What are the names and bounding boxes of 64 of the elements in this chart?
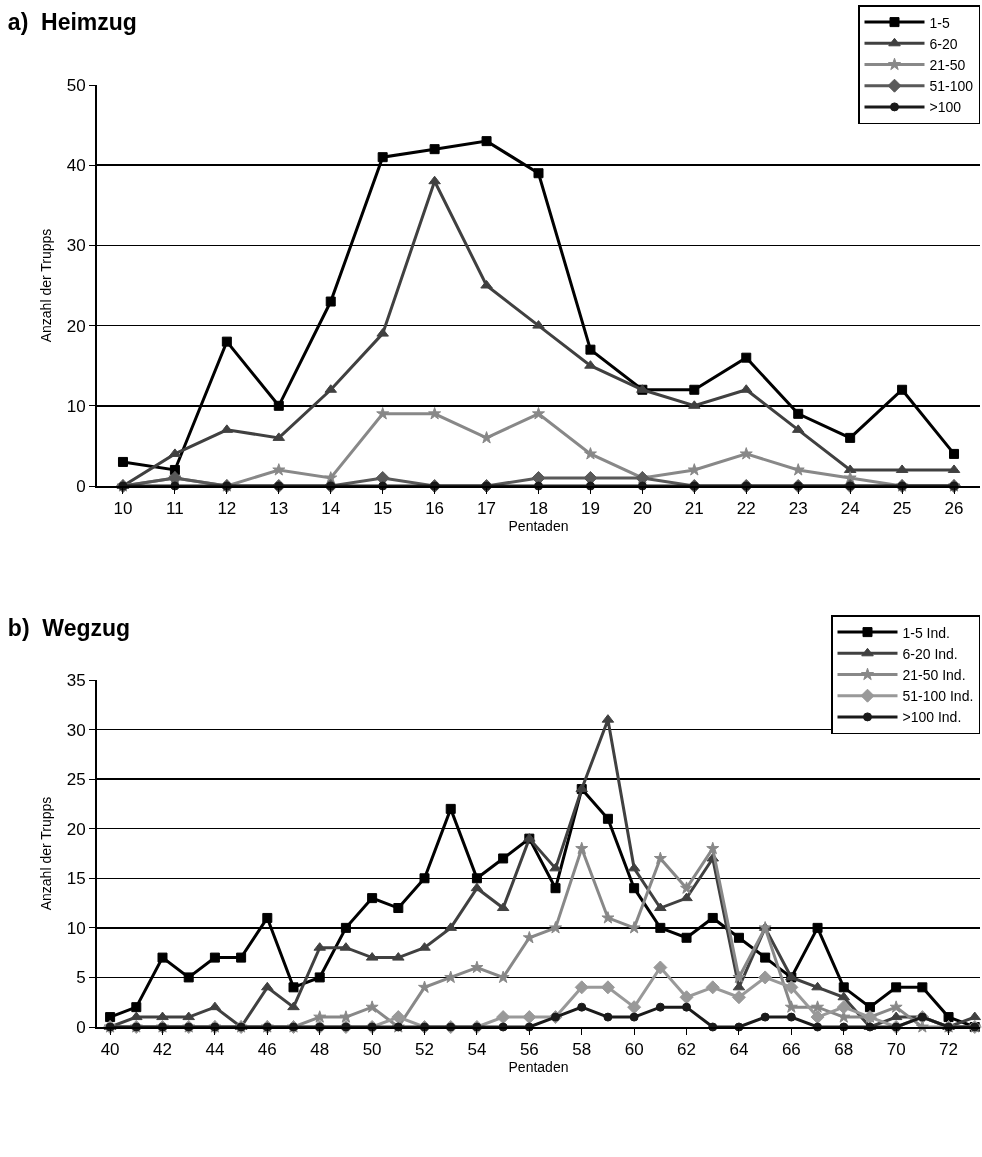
x-tick-label: 52 bbox=[415, 1040, 434, 1060]
x-tick-label: 66 bbox=[781, 1040, 801, 1060]
x-tick-label: 56 bbox=[519, 1040, 539, 1060]
legend-label: 6-20 Ind. bbox=[902, 645, 958, 662]
chart-title: b) Wegzug bbox=[7, 615, 131, 642]
x-tick-label: 11 bbox=[166, 499, 184, 519]
y-tick-label: 30 bbox=[66, 236, 86, 256]
y-tick-label: 0 bbox=[76, 476, 86, 496]
y-tick-label: 0 bbox=[76, 1017, 86, 1037]
x-tick-label: 62 bbox=[677, 1040, 696, 1060]
x-tick-label: 50 bbox=[362, 1040, 382, 1060]
legend-label: 21-50 bbox=[929, 56, 966, 73]
x-tick-label: 19 bbox=[580, 499, 600, 519]
x-tick-label: 40 bbox=[100, 1040, 120, 1060]
legend-label: 51-100 bbox=[929, 78, 974, 95]
y-axis-title: Anzahl der Trupps bbox=[37, 228, 54, 343]
y-tick-label: 25 bbox=[66, 770, 86, 790]
x-tick-label: 17 bbox=[477, 499, 497, 519]
x-tick-label: 58 bbox=[572, 1040, 592, 1060]
x-axis-title: Pentaden bbox=[508, 518, 569, 535]
legend-label: >100 Ind. bbox=[902, 709, 962, 726]
x-tick-label: 48 bbox=[310, 1040, 330, 1060]
legend-label: >100 bbox=[929, 99, 962, 116]
x-tick-label: 10 bbox=[113, 499, 133, 519]
x-tick-label: 42 bbox=[153, 1040, 172, 1060]
x-tick-label: 16 bbox=[425, 499, 445, 519]
x-tick-label: 14 bbox=[321, 499, 341, 519]
x-tick-label: 70 bbox=[886, 1040, 906, 1060]
x-tick-label: 12 bbox=[217, 499, 237, 519]
x-axis-title: Pentaden bbox=[508, 1059, 569, 1076]
x-tick-label: 22 bbox=[736, 499, 756, 519]
y-tick-label: 40 bbox=[66, 156, 86, 176]
x-tick-label: 72 bbox=[939, 1040, 959, 1060]
legend-label: 51-100 Ind. bbox=[902, 688, 974, 705]
x-tick-label: 18 bbox=[529, 499, 548, 519]
x-tick-label: 24 bbox=[840, 499, 860, 519]
y-tick-label: 20 bbox=[66, 316, 86, 336]
legend-label: 21-50 Ind. bbox=[902, 666, 966, 683]
y-tick-label: 15 bbox=[66, 869, 86, 889]
y-axis-title: Anzahl der Trupps bbox=[37, 796, 54, 911]
x-tick-label: 21 bbox=[684, 499, 704, 519]
legend-label: 1-5 Ind. bbox=[902, 624, 950, 641]
legend-label: 6-20 bbox=[929, 35, 958, 52]
y-tick-label: 10 bbox=[66, 396, 86, 416]
chart-title: a) Heimzug bbox=[7, 9, 137, 36]
y-tick-label: 50 bbox=[66, 75, 86, 95]
x-tick-label: 25 bbox=[892, 499, 912, 519]
x-tick-label: 60 bbox=[624, 1040, 644, 1060]
x-tick-label: 20 bbox=[632, 499, 652, 519]
x-tick-label: 54 bbox=[467, 1040, 487, 1060]
y-tick-label: 30 bbox=[66, 720, 86, 740]
x-tick-label: 23 bbox=[788, 499, 808, 519]
x-tick-label: 13 bbox=[269, 499, 289, 519]
x-tick-label: 46 bbox=[257, 1040, 277, 1060]
x-tick-label: 64 bbox=[729, 1040, 749, 1060]
y-tick-label: 5 bbox=[76, 968, 86, 988]
x-tick-label: 15 bbox=[373, 499, 393, 519]
x-tick-label: 68 bbox=[834, 1040, 854, 1060]
x-tick-label: 26 bbox=[944, 499, 964, 519]
x-tick-label: 44 bbox=[205, 1040, 225, 1060]
legend-label: 1-5 bbox=[929, 14, 950, 31]
y-tick-label: 10 bbox=[66, 918, 86, 938]
y-tick-label: 35 bbox=[66, 670, 86, 690]
y-tick-label: 20 bbox=[66, 819, 86, 839]
